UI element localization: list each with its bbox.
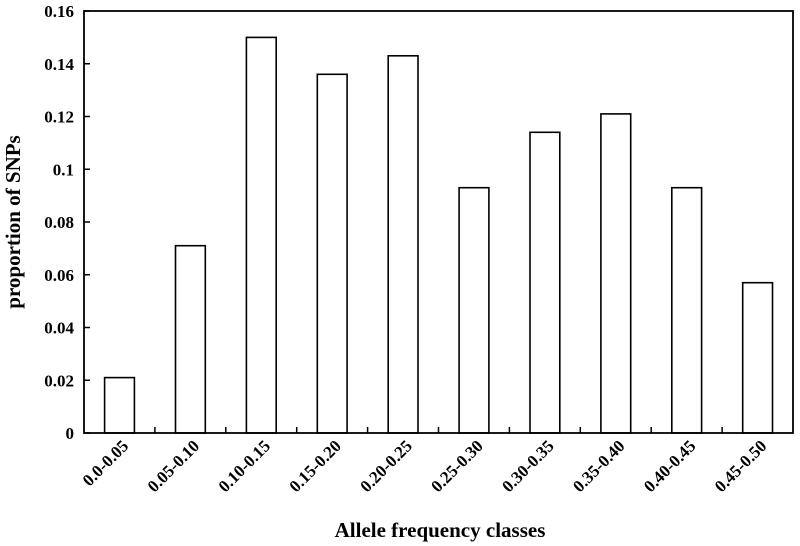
x-tick-label: 0.30-0.35: [498, 436, 558, 496]
bar-0.35-0.40: [600, 113, 632, 434]
y-tick-label: 0.16: [44, 2, 74, 21]
x-tick-label: 0.05-0.10: [144, 436, 204, 496]
bar-0.10-0.15: [245, 36, 277, 434]
bar-0.30-0.35: [529, 131, 561, 434]
y-tick-label: 0.08: [44, 213, 74, 232]
x-tick-label: 0.15-0.20: [286, 436, 346, 496]
y-axis-title: proportion of SNPs: [1, 135, 25, 308]
y-tick-label: 0.04: [44, 319, 74, 338]
y-tick-label: 0.12: [44, 108, 74, 127]
bar-0.40-0.45: [670, 186, 703, 434]
y-tick-label: 0.1: [53, 160, 74, 179]
x-tick-label: 0.40-0.45: [640, 436, 700, 496]
bar-0.25-0.30: [458, 186, 490, 434]
bars-group: [103, 36, 774, 434]
bar-0.0-0.05: [103, 376, 136, 434]
y-tick-label: 0.02: [44, 371, 74, 390]
bar-0.20-0.25: [387, 54, 419, 434]
y-tick-label: 0.14: [44, 55, 74, 74]
x-tick-label: 0.45-0.50: [711, 436, 771, 496]
bar-0.15-0.20: [316, 73, 348, 434]
bar-0.05-0.10: [174, 244, 207, 434]
y-tick-label: 0.06: [44, 266, 74, 285]
y-tick-label: 0: [66, 424, 75, 443]
x-tick-label: 0.25-0.30: [427, 436, 487, 496]
x-axis-title: Allele frequency classes: [335, 518, 546, 542]
x-tick-label: 0.35-0.40: [569, 436, 629, 496]
x-tick-label: 0.0-0.05: [79, 436, 133, 490]
x-tick-label: 0.10-0.15: [215, 436, 275, 496]
bar-0.45-0.50: [741, 281, 774, 434]
x-tick-label: 0.20-0.25: [356, 436, 416, 496]
